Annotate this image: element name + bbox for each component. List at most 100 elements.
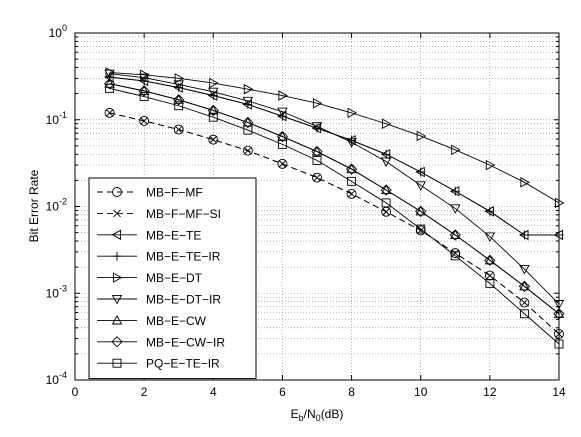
- data-point: [174, 101, 184, 111]
- data-point: [450, 248, 461, 259]
- y-tick-label-base: 10: [46, 200, 60, 214]
- legend-label: MB−E−CW−IR: [146, 335, 225, 349]
- data-point: [208, 87, 219, 98]
- x-tick-label: 14: [552, 385, 566, 399]
- data-point: [312, 172, 322, 183]
- data-point: [416, 130, 427, 142]
- data-point: [243, 125, 253, 135]
- data-point: [139, 92, 149, 102]
- y-tick-label: 10-4: [46, 370, 67, 387]
- data-point: [347, 176, 357, 186]
- series-line: [109, 72, 560, 204]
- data-point: [312, 97, 323, 109]
- data-point: [242, 96, 254, 107]
- data-point: [484, 270, 495, 281]
- data-point: [450, 186, 460, 196]
- data-point: [209, 77, 219, 89]
- data-point: [451, 249, 460, 257]
- legend-label: MB−E−CW: [146, 314, 207, 328]
- x-tick-label: 8: [348, 385, 355, 399]
- legend-marker: [112, 358, 122, 368]
- data-point: [416, 224, 426, 234]
- data-point: [174, 125, 183, 134]
- x-axis-label-base: E: [291, 407, 299, 421]
- legend-label: MB−E−DT: [146, 271, 203, 285]
- data-point: [173, 124, 184, 135]
- y-tick-label-exp: -1: [59, 110, 67, 120]
- data-point: [104, 69, 115, 80]
- data-point: [173, 80, 184, 90]
- y-tick-label: 10-2: [46, 197, 67, 214]
- data-point: [519, 309, 529, 319]
- legend-box: [88, 177, 257, 380]
- x-axis-label-mid: /N: [304, 407, 316, 421]
- legend-marker: [111, 336, 123, 348]
- data-point: [451, 144, 461, 156]
- series-5: [104, 69, 565, 310]
- axis-ticks: [74, 32, 560, 381]
- data-point: [450, 204, 461, 214]
- data-point: [346, 188, 357, 199]
- y-tick-label-exp: -2: [59, 197, 67, 207]
- data-point: [104, 78, 115, 88]
- data-point: [311, 122, 323, 132]
- data-point: [485, 278, 495, 288]
- y-tick-label-base: 10: [46, 286, 60, 300]
- data-point: [140, 117, 148, 125]
- data-point: [277, 107, 288, 118]
- y-tick-label-exp: -4: [59, 370, 67, 380]
- data-point: [208, 134, 219, 145]
- x-axis-label-tail: (dB): [321, 407, 344, 421]
- data-point: [242, 145, 253, 156]
- x-tick-label: 10: [414, 385, 428, 399]
- data-point: [450, 251, 460, 261]
- series-0: [104, 107, 564, 339]
- data-point: [520, 298, 529, 307]
- data-point: [138, 73, 150, 84]
- legend: MB−F−MF MB−F−MF−SI MB−E−TE MB−E−TE−IR MB−E−D…: [88, 177, 257, 380]
- data-point: [415, 181, 426, 191]
- legend-marker: [112, 187, 122, 197]
- data-point: [484, 232, 496, 243]
- data-point: [415, 205, 426, 216]
- y-axis-label: Bit Error Rate: [27, 169, 41, 242]
- x-axis-label: Eb/N0(dB): [291, 407, 344, 423]
- data-point: [347, 190, 356, 198]
- series-line: [109, 83, 560, 315]
- y-tick-label-base: 10: [46, 113, 60, 127]
- data-point: [381, 149, 391, 159]
- y-tick-label: 10-3: [46, 283, 67, 300]
- data-point: [347, 135, 357, 145]
- series-4: [105, 67, 565, 209]
- x-axis-label-sub1: b: [299, 413, 304, 423]
- data-point: [173, 94, 185, 106]
- data-point: [277, 139, 287, 149]
- y-tick-label: 10-1: [46, 110, 67, 127]
- legend-label: MB−F−MF−SI: [146, 207, 221, 221]
- series-layer: [103, 67, 565, 349]
- data-point: [277, 158, 288, 169]
- legend-marker: [111, 229, 122, 241]
- data-point: [485, 159, 496, 171]
- data-point: [449, 229, 461, 241]
- data-point: [416, 167, 426, 177]
- x-tick-label: 12: [483, 385, 497, 399]
- data-point: [244, 146, 252, 155]
- data-point: [519, 265, 530, 275]
- legend-label: MB−E−TE−IR: [146, 250, 221, 264]
- y-tick-label-exp: -3: [59, 283, 67, 293]
- x-tick-label: 2: [141, 385, 148, 399]
- data-point: [207, 104, 219, 117]
- y-tick-label: 100: [49, 23, 67, 40]
- y-tick-label-exp: 0: [62, 23, 67, 33]
- data-point: [105, 109, 114, 117]
- legend-label: MB−E−TE: [146, 228, 201, 242]
- data-point: [485, 206, 495, 216]
- data-point: [345, 163, 358, 175]
- data-point: [243, 83, 254, 95]
- data-point: [278, 90, 288, 101]
- x-tick-label: 6: [279, 385, 286, 399]
- y-tick-label-base: 10: [49, 26, 63, 40]
- data-point: [208, 112, 218, 122]
